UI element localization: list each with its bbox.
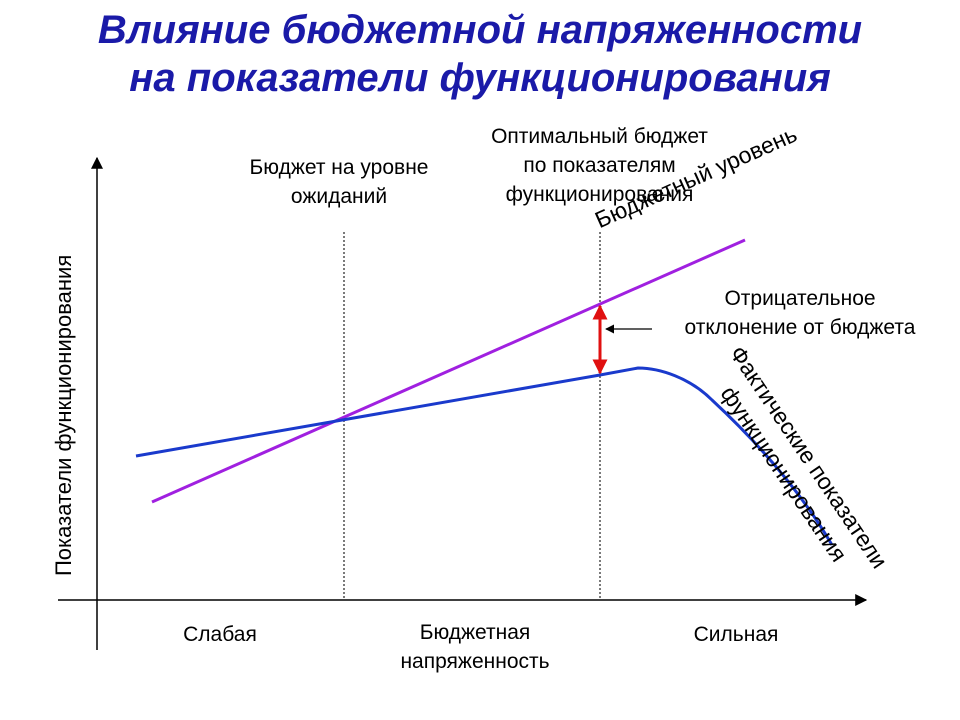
weak-label: Слабая [183,623,257,646]
optimal-budget-line-2: по показателям [523,154,676,177]
negative-deviation-label: Отрицательное отклонение от бюджета [650,284,950,342]
expected-budget-label: Бюджет на уровне ожиданий [214,153,464,211]
optimal-budget-label: Оптимальный бюджет по показателям функци… [452,122,747,209]
slide-title: Влияние бюджетной напряженности на показ… [0,6,960,102]
expected-budget-line-1: Бюджет на уровне [249,156,429,179]
optimal-budget-line-3: функционирования [505,183,694,206]
optimal-budget-line-1: Оптимальный бюджет [491,125,708,148]
title-line-1: Влияние бюджетной напряженности [97,8,863,52]
actual-performance-curve [135,366,834,546]
strong-label: Сильная [693,623,779,646]
title-line-2: на показатели функционирования [129,56,831,100]
y-axis-label: Показатели функционирования [51,254,76,576]
negative-deviation-line-1: Отрицательное [724,287,876,310]
budget-tension-line-2: напряженность [400,650,550,673]
expected-budget-line-2: ожиданий [290,185,388,208]
budget-tension-label: Бюджетная напряженность [360,618,590,676]
budget-level-line [151,238,746,504]
budget-tension-line-1: Бюджетная [419,621,531,644]
negative-deviation-line-2: отклонение от бюджета [684,316,916,339]
